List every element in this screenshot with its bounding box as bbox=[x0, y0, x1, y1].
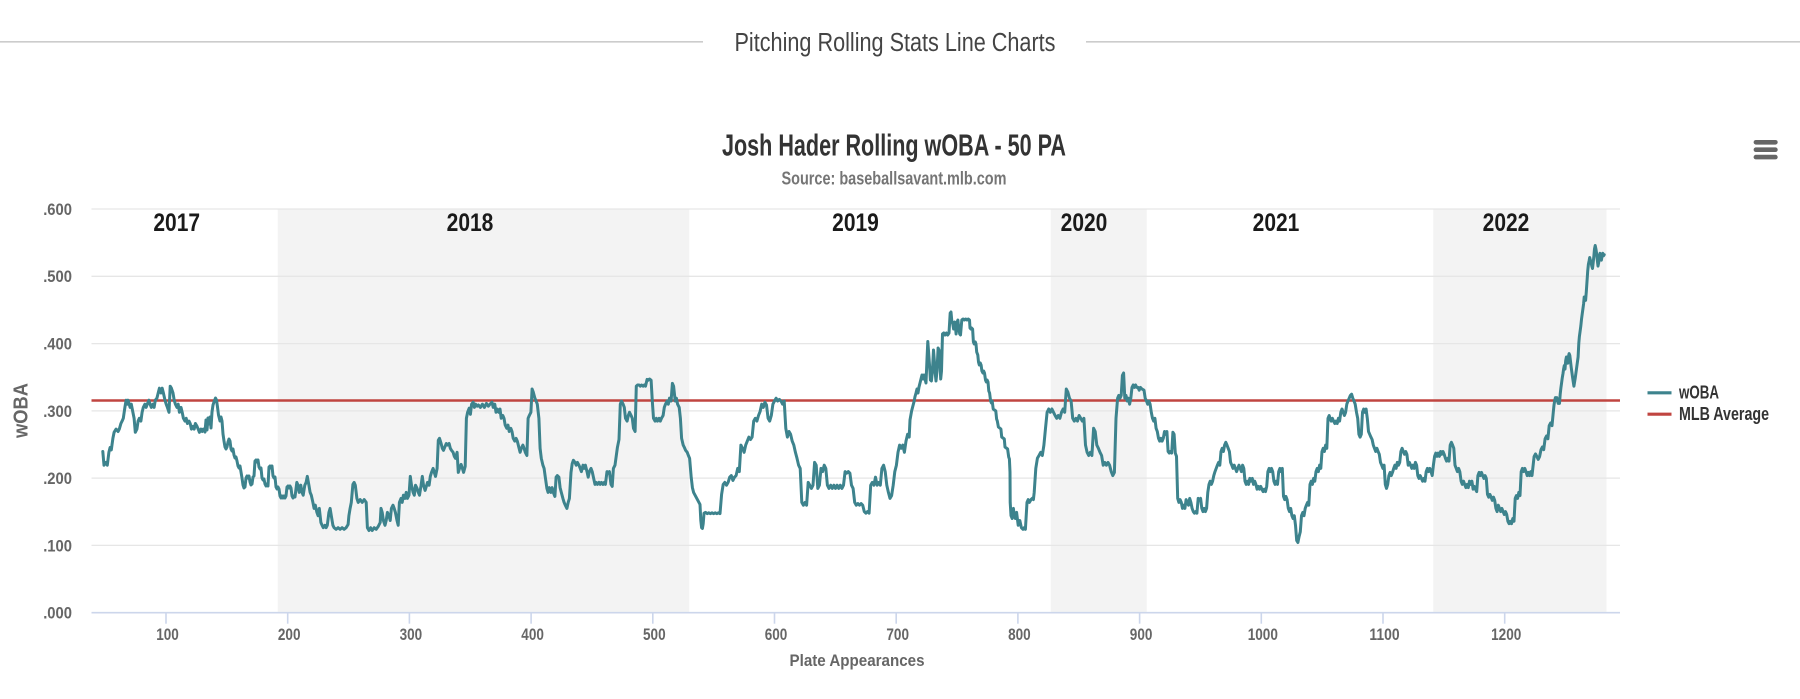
svg-text:2018: 2018 bbox=[447, 209, 494, 237]
svg-text:500: 500 bbox=[643, 626, 666, 644]
svg-text:wOBA: wOBA bbox=[11, 383, 33, 439]
svg-text:2022: 2022 bbox=[1483, 209, 1530, 237]
svg-text:.000: .000 bbox=[43, 605, 72, 623]
svg-text:600: 600 bbox=[765, 626, 788, 644]
svg-text:Source: baseballsavant.mlb.com: Source: baseballsavant.mlb.com bbox=[782, 169, 1007, 189]
svg-text:.200: .200 bbox=[43, 470, 72, 488]
svg-text:2020: 2020 bbox=[1061, 209, 1108, 237]
svg-text:.300: .300 bbox=[43, 403, 72, 421]
svg-text:1100: 1100 bbox=[1369, 626, 1399, 644]
svg-text:.600: .600 bbox=[43, 201, 72, 219]
svg-text:900: 900 bbox=[1130, 626, 1153, 644]
svg-text:200: 200 bbox=[278, 626, 301, 644]
svg-text:.100: .100 bbox=[43, 537, 72, 555]
svg-text:1200: 1200 bbox=[1491, 626, 1521, 644]
svg-text:1000: 1000 bbox=[1248, 626, 1278, 644]
svg-text:2021: 2021 bbox=[1253, 209, 1300, 237]
svg-text:700: 700 bbox=[886, 626, 909, 644]
svg-text:MLB Average: MLB Average bbox=[1679, 404, 1769, 424]
svg-text:wOBA: wOBA bbox=[1678, 383, 1719, 403]
svg-text:Josh Hader Rolling wOBA - 50 P: Josh Hader Rolling wOBA - 50 PA bbox=[722, 128, 1066, 163]
svg-text:400: 400 bbox=[521, 626, 544, 644]
svg-text:.400: .400 bbox=[43, 336, 72, 354]
svg-text:Plate Appearances: Plate Appearances bbox=[790, 651, 925, 670]
svg-text:.500: .500 bbox=[43, 268, 72, 286]
svg-text:800: 800 bbox=[1008, 626, 1031, 644]
svg-text:Pitching Rolling Stats Line Ch: Pitching Rolling Stats Line Charts bbox=[735, 29, 1056, 57]
svg-text:100: 100 bbox=[156, 626, 179, 644]
svg-text:300: 300 bbox=[400, 626, 423, 644]
svg-text:2019: 2019 bbox=[832, 209, 879, 237]
svg-text:2017: 2017 bbox=[153, 209, 200, 237]
